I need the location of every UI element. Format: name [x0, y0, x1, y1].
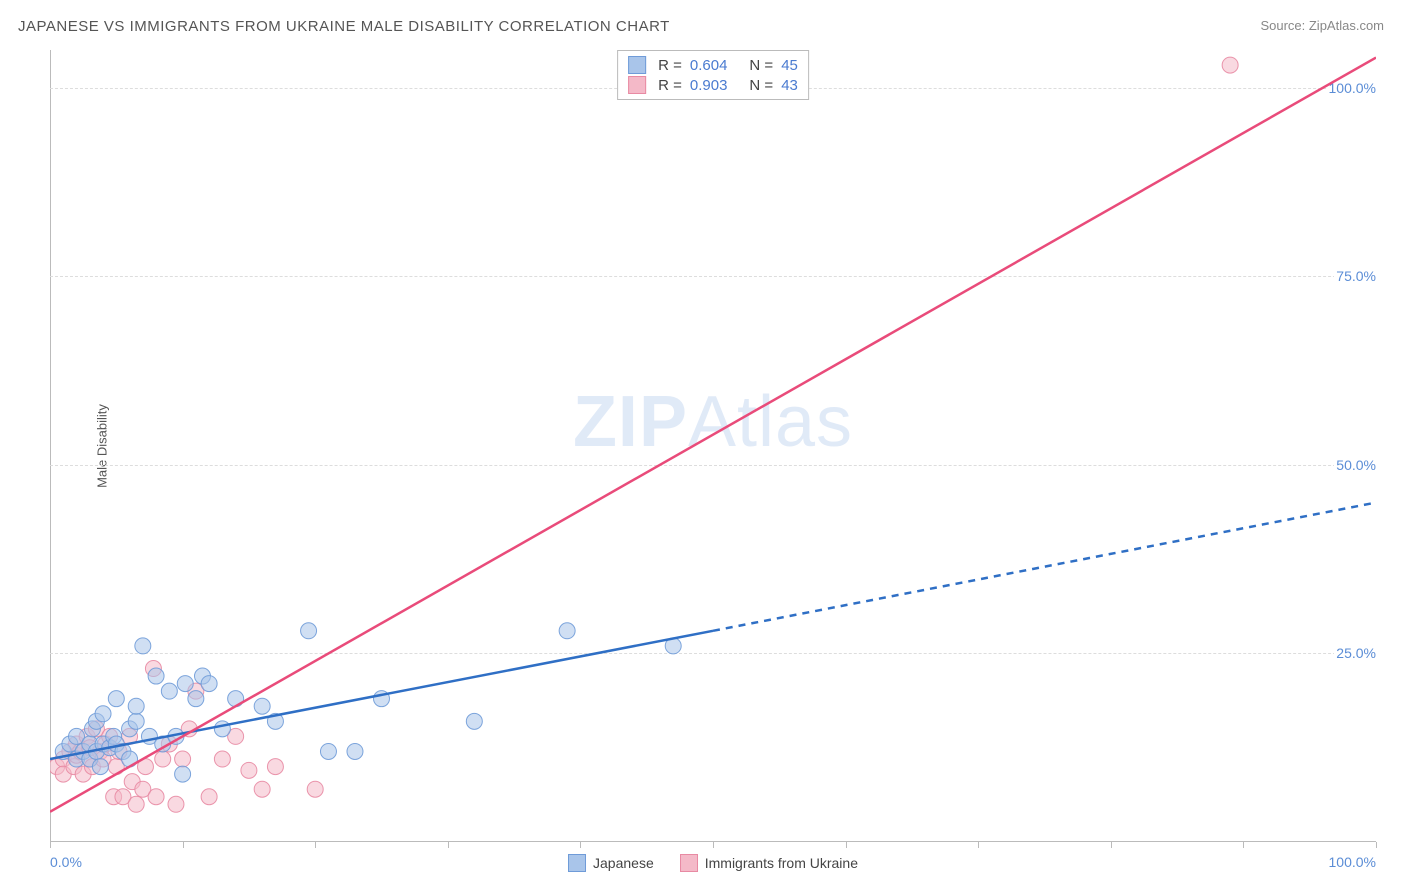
stats-box: R = 0.604 N = 45 R = 0.903 N = 43: [617, 50, 809, 100]
scatter-point: [128, 796, 144, 812]
scatter-point: [177, 676, 193, 692]
x-tick: [50, 842, 51, 848]
scatter-point: [161, 683, 177, 699]
scatter-point: [168, 796, 184, 812]
regression-line-dashed: [713, 503, 1376, 631]
x-tick: [846, 842, 847, 848]
scatter-point: [320, 743, 336, 759]
scatter-point: [201, 676, 217, 692]
chart-area: Male Disability ZIPAtlas R =0.604N =45R …: [50, 50, 1376, 842]
x-tick: [580, 842, 581, 848]
stat-r-label: R =: [658, 77, 682, 94]
stat-r-value: 0.604: [690, 57, 728, 74]
scatter-point: [466, 713, 482, 729]
stats-row: R = 0.604 N = 45: [628, 55, 798, 75]
scatter-point: [148, 668, 164, 684]
legend-item: Japanese: [568, 854, 654, 872]
x-tick: [713, 842, 714, 848]
stat-n-value: 45: [781, 57, 798, 74]
scatter-point: [201, 789, 217, 805]
scatter-point: [267, 759, 283, 775]
x-tick: [448, 842, 449, 848]
stat-n-label: N =: [749, 57, 773, 74]
scatter-point: [559, 623, 575, 639]
x-tick: [183, 842, 184, 848]
scatter-point: [135, 638, 151, 654]
scatter-point: [254, 698, 270, 714]
scatter-point: [108, 691, 124, 707]
x-tick-label: 0.0%: [50, 854, 82, 870]
stat-n-label: N =: [749, 77, 773, 94]
x-tick: [1243, 842, 1244, 848]
scatter-point: [347, 743, 363, 759]
x-tick: [1376, 842, 1377, 848]
scatter-point: [128, 698, 144, 714]
plot-region: ZIPAtlas R =0.604N =45R =0.903N =43 25.0…: [50, 50, 1376, 842]
scatter-point: [175, 751, 191, 767]
scatter-point: [254, 781, 270, 797]
legend-swatch: [568, 854, 586, 872]
stats-row: R = 0.903 N = 43: [628, 75, 798, 95]
scatter-point: [307, 781, 323, 797]
scatter-point: [214, 751, 230, 767]
legend-label: Immigrants from Ukraine: [705, 855, 858, 871]
scatter-point: [128, 713, 144, 729]
svg-layer: [50, 50, 1376, 842]
scatter-point: [241, 762, 257, 778]
chart-title: JAPANESE VS IMMIGRANTS FROM UKRAINE MALE…: [18, 18, 670, 35]
scatter-point: [92, 759, 108, 775]
stat-r-value: 0.903: [690, 77, 728, 94]
stat-r-label: R =: [658, 57, 682, 74]
x-tick-label: 100.0%: [1329, 854, 1376, 870]
legend-label: Japanese: [593, 855, 654, 871]
scatter-point: [155, 751, 171, 767]
scatter-point: [95, 706, 111, 722]
legend-swatch: [628, 76, 646, 94]
scatter-point: [214, 721, 230, 737]
scatter-point: [148, 789, 164, 805]
scatter-point: [188, 691, 204, 707]
x-tick: [1111, 842, 1112, 848]
scatter-point: [175, 766, 191, 782]
legend-swatch: [628, 56, 646, 74]
legend: Japanese Immigrants from Ukraine: [568, 854, 858, 872]
stat-n-value: 43: [781, 77, 798, 94]
legend-item: Immigrants from Ukraine: [680, 854, 858, 872]
x-tick: [978, 842, 979, 848]
source-label: Source: ZipAtlas.com: [1260, 18, 1384, 33]
scatter-point: [1222, 57, 1238, 73]
legend-swatch: [680, 854, 698, 872]
scatter-point: [301, 623, 317, 639]
x-tick: [315, 842, 316, 848]
regression-line: [50, 58, 1376, 812]
